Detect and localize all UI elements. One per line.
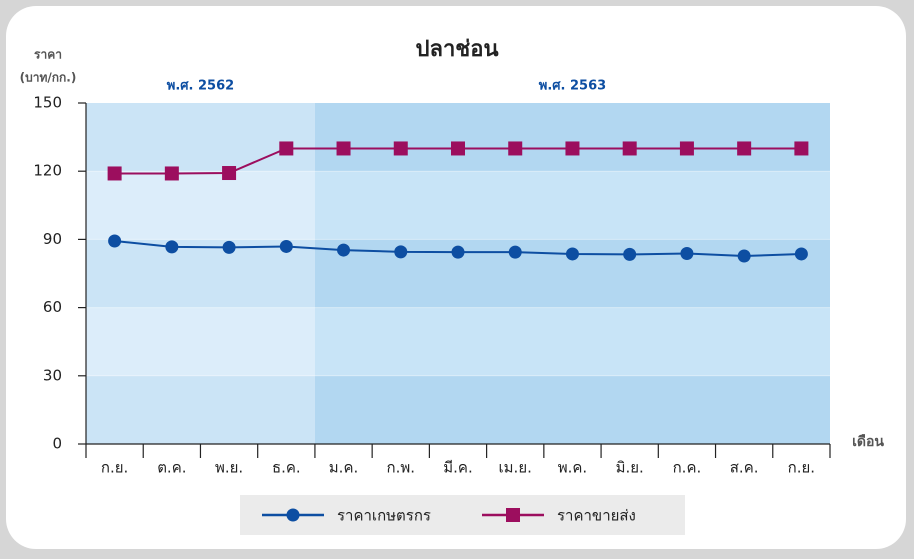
plot-band [86,375,315,444]
y-tick-label: 0 [52,435,62,453]
point [394,245,408,259]
point [165,240,179,254]
plot-band [86,103,315,172]
plot-band [314,103,830,172]
x-axis-label: เดือน [852,434,884,450]
y-tick-label: 90 [43,230,62,248]
y-tick-label: 60 [43,298,62,316]
point [508,141,523,156]
point [337,243,351,257]
point [279,239,293,253]
point [451,141,465,156]
point [451,245,465,259]
point [107,166,122,181]
x-tick-label: มี.ค. [443,459,472,477]
point [222,166,237,181]
y-axis-label: ราคา [34,48,62,62]
period-label: พ.ศ. 2563 [539,79,606,94]
x-tick-label: มิ.ย. [616,459,644,477]
point [108,234,122,248]
period-label: พ.ศ. 2562 [167,79,234,94]
y-tick-label: 120 [33,162,62,180]
plot-band [314,307,830,376]
plot-band [314,375,830,444]
point [680,246,694,260]
point [279,141,294,156]
plot-band [86,307,315,376]
point [623,247,637,261]
point [737,141,752,156]
x-tick-label: เม.ย. [499,459,532,477]
x-tick-label: พ.ค. [558,459,587,477]
point [506,508,520,522]
x-tick-label: ก.ค. [673,459,702,477]
x-tick-label: ก.ย. [788,459,815,477]
x-tick-label: ต.ค. [157,459,186,477]
y-tick-label: 150 [33,94,62,112]
x-tick-label: ม.ค. [329,459,358,477]
x-tick-label: ก.พ. [387,459,416,477]
point [794,141,809,156]
point [679,141,694,156]
point [622,141,637,156]
plot-band [86,171,315,240]
point [737,249,751,263]
point [286,508,300,522]
legend-label: ราคาเกษตรกร [337,507,431,525]
y-tick-label: 30 [43,366,62,384]
plot-band [314,171,830,240]
point [794,247,808,261]
point [222,240,236,254]
point [164,166,179,181]
x-tick-label: พ.ย. [215,459,243,477]
x-tick-label: ส.ค. [730,459,759,477]
plot-band [86,239,315,308]
x-tick-label: ธ.ค. [272,459,301,477]
point [565,247,579,261]
point [393,141,408,156]
legend-label: ราคาขายส่ง [557,507,636,525]
x-tick-label: ก.ย. [101,459,128,477]
chart-title: ปลาช่อน [416,37,499,62]
point [336,141,351,156]
point [565,141,580,156]
y-axis-label: (บาท/กก.) [20,71,77,85]
point [508,245,522,259]
